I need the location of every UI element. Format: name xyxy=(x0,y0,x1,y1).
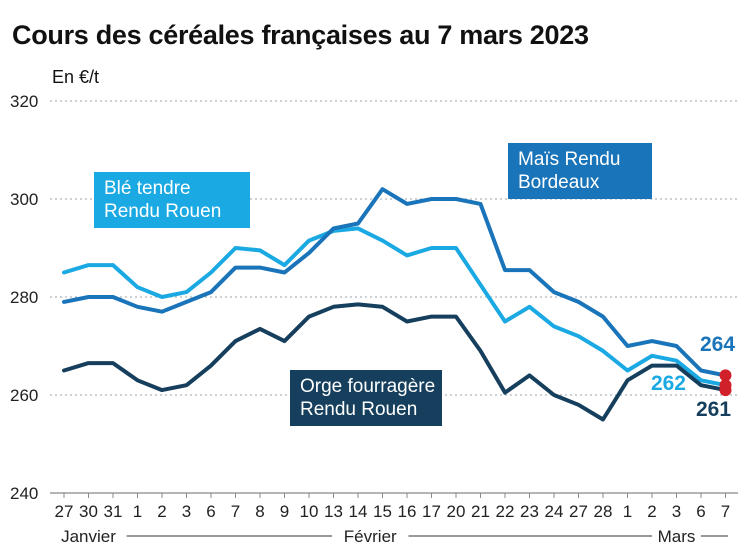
end-value-label: 262 xyxy=(651,372,686,395)
y-tick-label: 320 xyxy=(10,92,38,111)
series-label-text: Blé tendre xyxy=(104,178,191,199)
x-tick-label: 2 xyxy=(647,502,656,521)
x-tick-label: 30 xyxy=(79,502,98,521)
grid-lines xyxy=(50,100,738,494)
x-tick-label: 13 xyxy=(324,502,343,521)
x-tick-label: 16 xyxy=(398,502,417,521)
x-axis-ticks: 27 30 31 1 2 3 6 7 8 9 10 13 14 15 16 17 20 21 22 23 24 27 28 1… xyxy=(55,493,730,521)
month-label: Février xyxy=(344,527,397,546)
x-tick-label: 7 xyxy=(231,502,240,521)
unit-label: En €/t xyxy=(52,67,99,87)
y-tick-label: 260 xyxy=(10,386,38,405)
x-tick-label: 2 xyxy=(157,502,166,521)
x-tick-label: 8 xyxy=(255,502,264,521)
end-value-label: 261 xyxy=(696,398,731,421)
series-label-text: Rendu Rouen xyxy=(104,201,221,222)
series-label-text: Orge fourragère xyxy=(300,376,435,397)
y-tick-label: 300 xyxy=(10,190,38,209)
y-axis-ticks: 240 260 280 300 320 xyxy=(10,92,38,503)
month-label: Mars xyxy=(658,527,696,546)
x-tick-label: 20 xyxy=(447,502,466,521)
end-value-label: 264 xyxy=(700,333,735,356)
x-tick-label: 1 xyxy=(133,502,142,521)
x-tick-label: 14 xyxy=(349,502,368,521)
x-tick-label: 15 xyxy=(373,502,392,521)
x-tick-label: 6 xyxy=(696,502,705,521)
x-tick-label: 22 xyxy=(496,502,515,521)
end-marker xyxy=(719,369,732,382)
x-tick-label: 27 xyxy=(569,502,588,521)
x-tick-label: 17 xyxy=(422,502,441,521)
series-label-text: Rendu Rouen xyxy=(300,399,417,420)
x-tick-label: 3 xyxy=(672,502,681,521)
x-tick-label: 24 xyxy=(545,502,564,521)
x-tick-label: 21 xyxy=(471,502,490,521)
x-tick-label: 7 xyxy=(721,502,730,521)
series-lines xyxy=(62,187,732,422)
x-tick-label: 1 xyxy=(623,502,632,521)
end-labels: 262 264 261 xyxy=(651,333,735,421)
y-tick-label: 280 xyxy=(10,288,38,307)
x-tick-label: 3 xyxy=(182,502,191,521)
x-tick-label: 28 xyxy=(594,502,613,521)
month-axis: Janvier Février Mars xyxy=(61,527,728,546)
chart-title: Cours des céréales françaises au 7 mars … xyxy=(12,20,589,50)
end-marker xyxy=(719,384,732,397)
series-line-2 xyxy=(62,302,728,422)
x-tick-label: 9 xyxy=(280,502,289,521)
x-tick-label: 23 xyxy=(520,502,539,521)
x-tick-label: 10 xyxy=(300,502,319,521)
month-label: Janvier xyxy=(61,527,116,546)
x-tick-label: 31 xyxy=(104,502,123,521)
series-line-0 xyxy=(62,226,728,388)
series-label-text: Maïs Rendu xyxy=(518,149,620,170)
series-line-1 xyxy=(62,187,728,378)
x-tick-label: 6 xyxy=(206,502,215,521)
y-tick-label: 240 xyxy=(10,484,38,503)
series-label-text: Bordeaux xyxy=(518,172,600,193)
x-tick-label: 27 xyxy=(55,502,74,521)
